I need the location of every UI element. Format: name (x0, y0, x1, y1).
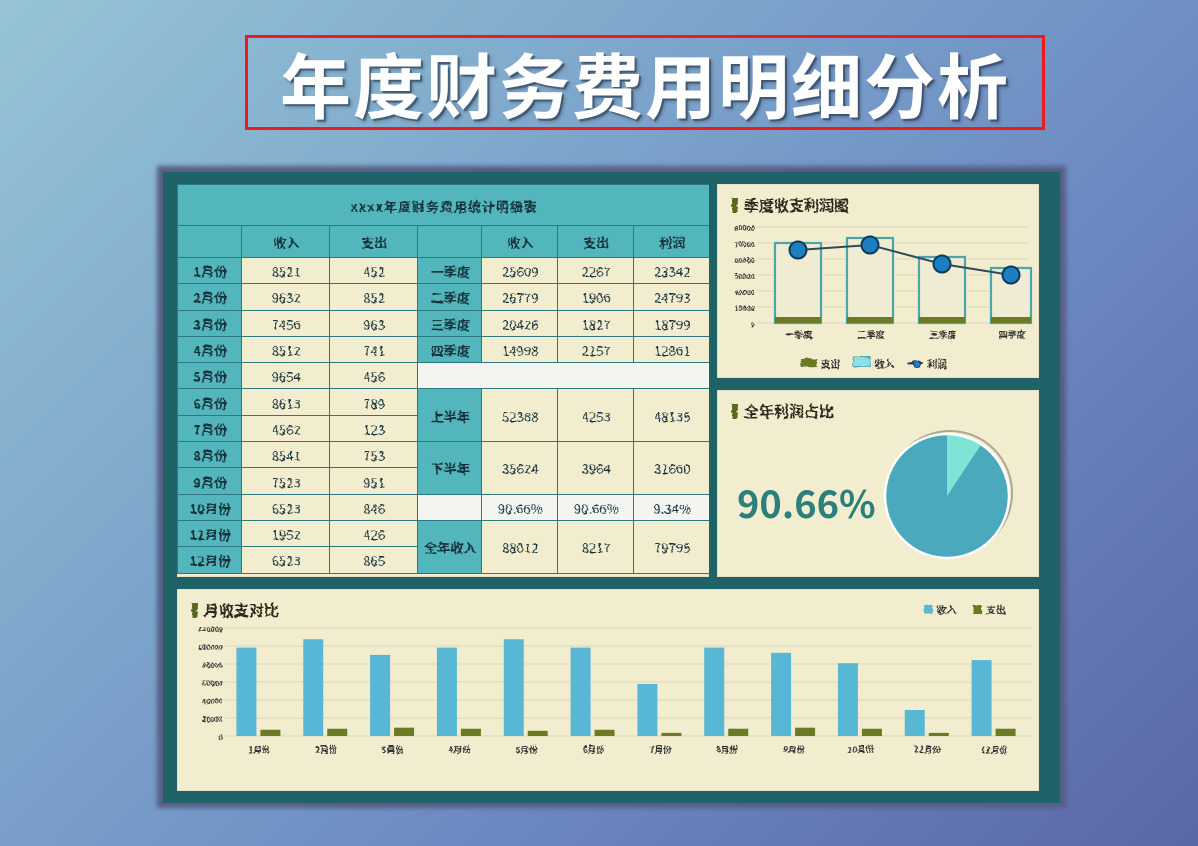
svg-text:3月份: 3月份 (381, 743, 404, 755)
svg-text:70000: 70000 (733, 239, 754, 249)
svg-text:40000: 40000 (733, 287, 754, 297)
svg-text:20000: 20000 (201, 714, 222, 724)
svg-text:4月份: 4月份 (448, 743, 471, 755)
svg-text:0: 0 (218, 732, 222, 742)
svg-text:三季度: 三季度 (928, 327, 955, 340)
svg-text:0: 0 (750, 319, 754, 329)
svg-text:四季度: 四季度 (997, 327, 1024, 340)
svg-text:11月份: 11月份 (913, 743, 941, 755)
svg-text:10月份: 10月份 (846, 743, 874, 755)
svg-text:1月份: 1月份 (247, 743, 270, 755)
svg-text:5月份: 5月份 (515, 743, 538, 755)
svg-text:2月份: 2月份 (314, 743, 337, 755)
svg-text:80000: 80000 (201, 660, 222, 670)
svg-text:60000: 60000 (733, 255, 754, 265)
svg-text:120000: 120000 (197, 624, 222, 634)
svg-text:一季度: 一季度 (784, 327, 811, 340)
svg-text:100000: 100000 (197, 642, 222, 652)
svg-text:50000: 50000 (733, 271, 754, 281)
svg-text:10000: 10000 (733, 303, 754, 313)
svg-text:40000: 40000 (201, 696, 222, 706)
svg-text:二季度: 二季度 (856, 327, 883, 340)
svg-text:12月份: 12月份 (980, 743, 1008, 755)
svg-text:6月份: 6月份 (582, 743, 605, 755)
svg-text:8月份: 8月份 (715, 743, 738, 755)
svg-text:80000: 80000 (733, 223, 754, 233)
svg-text:9月份: 9月份 (782, 743, 805, 755)
svg-text:60000: 60000 (201, 678, 222, 688)
svg-text:7月份: 7月份 (648, 743, 671, 755)
